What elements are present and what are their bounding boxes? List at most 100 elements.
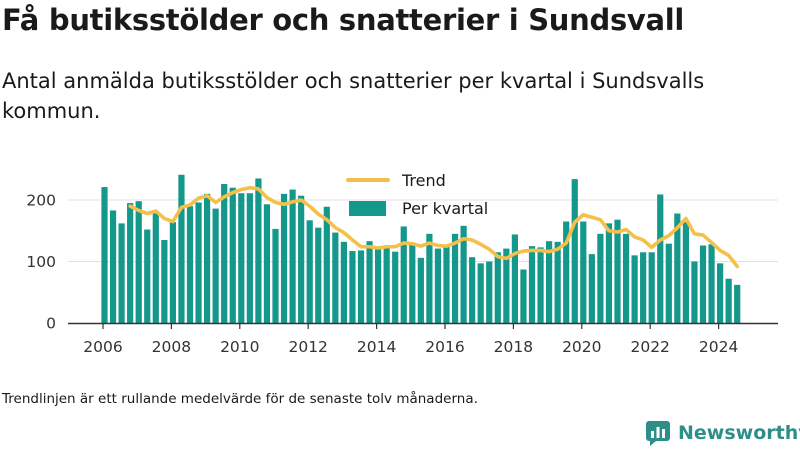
x-tick-label: 2016: [425, 338, 464, 356]
bar: [280, 193, 288, 323]
bar: [383, 246, 390, 323]
legend: Trend Per kvartal: [346, 171, 488, 218]
x-tick-label: 2010: [220, 338, 259, 356]
bar: [631, 255, 638, 323]
bar: [597, 233, 604, 323]
bar: [699, 245, 707, 323]
bar: [580, 221, 587, 323]
bar: [614, 219, 621, 323]
bar: [546, 241, 553, 323]
bar: [648, 252, 655, 323]
bar: [511, 234, 518, 323]
chart: 0 100 200 2006 2008 2010 2012 2014 2016 2018 2020 2…: [26, 171, 778, 356]
bar: [204, 193, 211, 323]
bar: [195, 202, 202, 323]
legend-per-kvartal-label: Per kvartal: [402, 199, 488, 218]
bar: [109, 210, 117, 323]
bar-series-per-kvartal: [101, 174, 741, 324]
chart-subtitle: Antal anmälda butiksstölder och snatteri…: [2, 69, 705, 123]
bar: [409, 243, 416, 323]
bar: [477, 263, 484, 323]
bar: [494, 252, 501, 323]
bar: [340, 241, 347, 323]
bar: [426, 233, 433, 323]
trend-line: [128, 185, 739, 269]
bar: [375, 248, 382, 323]
bar: [443, 244, 450, 323]
x-tick-label: 2020: [562, 338, 601, 356]
y-tick-label: 0: [46, 315, 56, 333]
bar: [332, 232, 339, 323]
footnote: Trendlinjen är ett rullande medelvärde f…: [2, 391, 478, 407]
bar: [212, 208, 219, 323]
bar: [392, 251, 399, 323]
bar: [357, 250, 365, 323]
bar: [152, 212, 159, 323]
brand-name: Newsworthy: [678, 422, 800, 444]
bar: [169, 222, 176, 323]
bar: [366, 241, 373, 323]
bar: [323, 206, 330, 323]
bar: [563, 221, 570, 323]
legend-trend-label: Trend: [401, 171, 446, 190]
x-tick-label: 2008: [152, 338, 191, 356]
bar: [101, 187, 108, 323]
newsworthy-logo-icon: [646, 421, 670, 446]
bar: [127, 203, 134, 323]
bar: [725, 278, 732, 323]
bar: [640, 252, 647, 323]
y-tick-label: 200: [26, 192, 56, 210]
bar: [186, 206, 194, 323]
x-tick-label: 2006: [83, 338, 122, 356]
bar: [135, 201, 142, 323]
bar: [682, 222, 689, 323]
bar: [306, 220, 313, 323]
bar: [520, 269, 527, 324]
bar: [272, 228, 279, 323]
bar: [571, 179, 578, 323]
bar: [486, 261, 493, 323]
bar: [263, 204, 271, 323]
bar: [229, 187, 236, 323]
axes: 0 100 200 2006 2008 2010 2012 2014 2016 2018 2020 2…: [26, 192, 778, 356]
bar: [708, 244, 715, 323]
x-tick-label: 2012: [288, 338, 327, 356]
bar: [417, 257, 424, 323]
bar: [537, 247, 544, 323]
bar: [691, 261, 698, 323]
bar: [161, 239, 168, 323]
bar: [434, 248, 442, 323]
bar: [665, 243, 672, 323]
bar: [657, 194, 664, 323]
bar: [349, 251, 356, 323]
bar: [554, 241, 561, 323]
bar: [605, 223, 613, 323]
bar: [221, 184, 228, 323]
bar: [460, 225, 467, 323]
bar: [528, 246, 536, 324]
y-tick-label: 100: [26, 253, 56, 271]
bar: [118, 223, 125, 323]
line-series-trend: [128, 185, 739, 269]
bar: [298, 195, 305, 323]
bar: [238, 193, 245, 323]
bar: [588, 254, 595, 323]
brand-logo[interactable]: Newsworthy: [645, 418, 800, 448]
x-tick-label: 2022: [630, 338, 669, 356]
bar: [717, 263, 724, 323]
chart-title: Få butiksstölder och snatterier i Sundsv…: [2, 3, 685, 37]
x-tick-label: 2014: [357, 338, 396, 356]
x-tick-label: 2018: [494, 338, 533, 356]
bar: [622, 233, 630, 323]
bar: [289, 189, 296, 323]
bar: [178, 174, 185, 323]
legend-per-kvartal-swatch: [349, 201, 386, 216]
x-tick-label: 2024: [699, 338, 738, 356]
bar: [503, 248, 510, 323]
bar: [255, 178, 262, 323]
bar: [674, 213, 681, 323]
bar: [144, 229, 151, 323]
bar: [451, 233, 459, 323]
bar: [400, 226, 407, 323]
bar: [246, 193, 253, 323]
